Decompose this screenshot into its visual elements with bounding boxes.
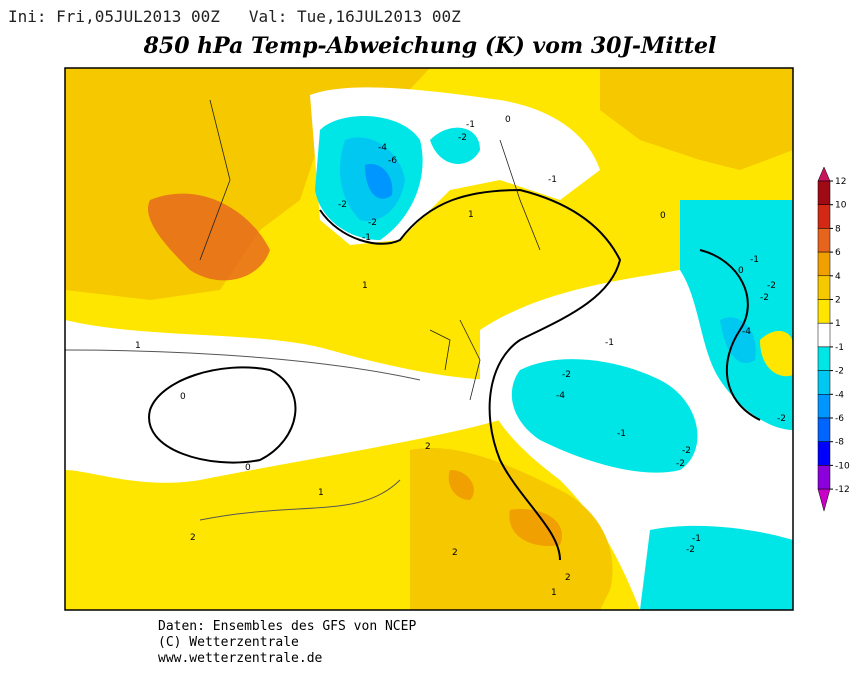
contour-label: 1 xyxy=(551,588,557,598)
map-title: 850 hPa Temp-Abweichung (K) vom 30J-Mitt… xyxy=(143,33,717,59)
field-neutral xyxy=(65,320,500,483)
colorbar-label: -4 xyxy=(835,390,844,400)
map-frame xyxy=(64,67,794,611)
colorbar-band xyxy=(817,441,831,466)
field-warm xyxy=(760,330,793,377)
colorbar-label: -2 xyxy=(835,367,844,377)
contour-label: -1 xyxy=(605,338,614,348)
colorbar-label: -1 xyxy=(835,343,844,353)
colorbar: 12 10 8 6 4 2 1 -1 -2 -4 -6 -8 -10 -12 xyxy=(817,166,850,513)
contour-line xyxy=(319,188,622,561)
field-cool xyxy=(680,200,793,430)
contour-label: -2 xyxy=(760,293,769,303)
field-cold xyxy=(365,164,393,199)
contour-label: 2 xyxy=(190,533,196,543)
run-info: Ini: Fri,05JUL2013 00Z Val: Tue,16JUL201… xyxy=(8,7,461,26)
colorbar-band xyxy=(817,346,831,371)
colorbar-label: 4 xyxy=(835,272,841,282)
field-warm xyxy=(65,68,430,300)
colorbar-band xyxy=(817,370,831,395)
contour-label: -6 xyxy=(388,156,397,166)
colorbar-label: -10 xyxy=(835,461,850,471)
contour-label: -2 xyxy=(767,281,776,291)
contour-label: -1 xyxy=(466,120,475,130)
colorbar-band xyxy=(817,394,831,419)
contour-label: -2 xyxy=(458,133,467,143)
contour-label: -2 xyxy=(682,446,691,456)
contour-label: 0 xyxy=(660,211,666,221)
contour-line xyxy=(699,249,761,421)
contour-line xyxy=(148,366,297,464)
colorbar-band xyxy=(817,322,831,348)
colorbar-label: -12 xyxy=(835,485,850,495)
contour-label: 1 xyxy=(362,281,368,291)
contour-label: -1 xyxy=(362,233,371,243)
field-cool xyxy=(511,359,698,473)
colorbar-band xyxy=(817,180,831,205)
field-warmer xyxy=(448,470,474,500)
footer-line: Daten: Ensembles des GFS von NCEP xyxy=(158,619,416,634)
colorbar-band xyxy=(817,228,831,253)
contour-label: 1 xyxy=(468,210,474,220)
contour-label: 0 xyxy=(180,392,186,402)
colorbar-triangle xyxy=(817,488,831,513)
footer-line: www.wetterzentrale.de xyxy=(158,651,323,666)
colorbar-band xyxy=(817,465,831,490)
contour-label: 1 xyxy=(135,341,141,351)
contour-label: 1 xyxy=(318,488,324,498)
colorbar-label: 10 xyxy=(835,201,847,211)
field-warm xyxy=(600,68,793,170)
colorbar-label: -8 xyxy=(835,438,844,448)
map: -4 -6 -2 -2 -1 -1 -2 0 1 1 0 0 1 2 2 1 2… xyxy=(64,67,794,611)
colorbar-label: 6 xyxy=(835,248,841,258)
colorbar-band xyxy=(817,417,831,442)
contour-label: -2 xyxy=(686,545,695,555)
contour-label: -2 xyxy=(338,200,347,210)
colorbar-label: 12 xyxy=(835,177,846,187)
field-cool xyxy=(430,127,480,164)
contour-label: -1 xyxy=(692,534,701,544)
contour-label: -1 xyxy=(617,429,626,439)
contour-label: -2 xyxy=(777,414,786,424)
colorbar-label: 8 xyxy=(835,224,841,234)
colorbar-label: 1 xyxy=(835,319,841,329)
field-cooler xyxy=(720,317,756,364)
contour-label: 0 xyxy=(245,463,251,473)
contour-label: 2 xyxy=(565,573,571,583)
field-warmer xyxy=(509,509,562,546)
contour-label: -2 xyxy=(676,459,685,469)
colorbar-band xyxy=(817,299,831,324)
contour-label: -4 xyxy=(556,391,565,401)
colorbar-label: 2 xyxy=(835,296,841,306)
contour-line xyxy=(65,349,421,521)
contour-label: -4 xyxy=(378,143,387,153)
colorbar-triangle xyxy=(817,166,831,182)
footer-line: (C) Wetterzentrale xyxy=(158,635,299,650)
contour-label: 0 xyxy=(738,266,744,276)
contour-label: -4 xyxy=(742,327,751,337)
contour-label: 0 xyxy=(505,115,511,125)
colorbar-band xyxy=(817,204,831,229)
contour-label: -2 xyxy=(562,370,571,380)
contour-label: -1 xyxy=(750,255,759,265)
coastline xyxy=(199,99,541,401)
colorbar-band xyxy=(817,251,831,277)
contour-label: -1 xyxy=(548,175,557,185)
colorbar-label: -6 xyxy=(835,414,844,424)
colorbar-band xyxy=(817,275,831,300)
contour-label: 2 xyxy=(452,548,458,558)
field-cool xyxy=(640,525,793,610)
contour-label: -2 xyxy=(368,218,377,228)
contour-label: 2 xyxy=(425,442,431,452)
